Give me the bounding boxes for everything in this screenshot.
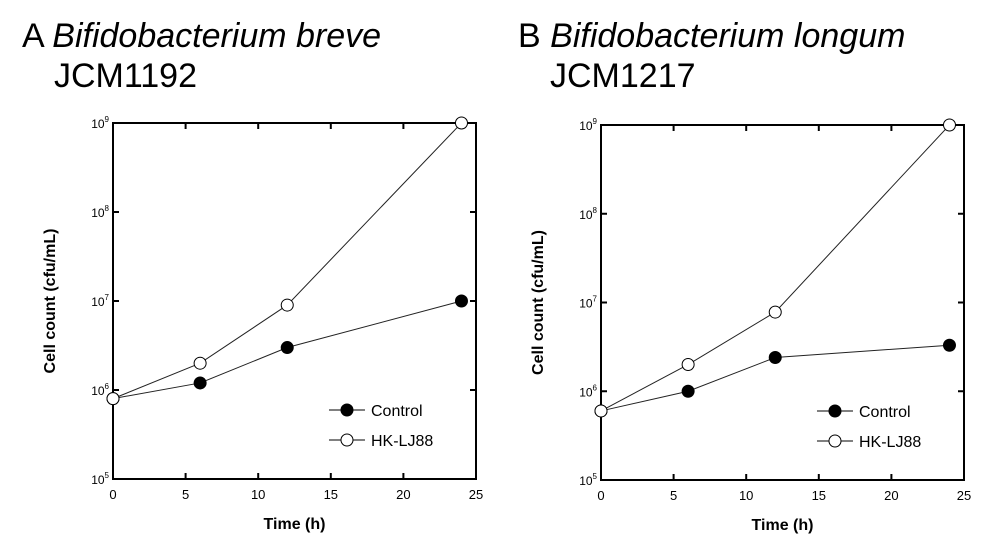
panel-b-title: B Bifidobacterium longum JCM1217 [518,16,905,96]
x-tick-label: 25 [469,487,483,502]
x-tick-label: 25 [957,488,971,503]
legend-marker [828,404,842,418]
data-point-hk-lj88 [280,298,294,312]
panel-b: 0 5 10 15 20 25 105 106 107 108 109 Time (h) Cell co… [530,117,971,534]
legend-label: Control [859,404,911,421]
y-tick-label: 107 [91,293,109,309]
panel-letter: B [518,17,541,55]
legend-marker [828,434,842,448]
series-line-control [112,300,462,400]
data-point-hk-lj88 [942,118,956,132]
y-tick-label: 106 [91,382,109,398]
data-point-control [193,376,207,390]
x-tick-label: 20 [884,488,898,503]
x-tick-label: 15 [812,488,826,503]
data-point-control [280,341,294,355]
legend-label: Control [371,403,423,420]
panel-a-title: A Bifidobacterium breve JCM1192 [22,16,381,96]
y-tick-label: 109 [91,115,109,131]
series-line-hk-lj88 [112,122,462,400]
plot-frame [600,124,965,481]
x-tick-label: 10 [251,487,265,502]
y-tick-label: 109 [579,117,597,133]
panel-a: 0 5 10 15 20 25 105 106 107 108 109 Time (h) Cell co… [42,115,483,533]
y-tick-label: 105 [91,471,109,487]
data-point-hk-lj88 [768,305,782,319]
series-line-control [600,344,950,412]
x-tick-label: 15 [324,487,338,502]
data-point-hk-lj88 [454,116,468,130]
legend-label: HK-LJ88 [859,434,921,451]
data-point-hk-lj88 [681,358,695,372]
strain-name: JCM1217 [550,57,696,95]
x-tick-label: 20 [396,487,410,502]
series-line-hk-lj88 [600,124,950,412]
data-point-control [768,351,782,365]
legend-label: HK-LJ88 [371,433,433,450]
x-tick-label: 0 [597,488,604,503]
x-tick-label: 5 [670,488,677,503]
data-point-control [454,294,468,308]
data-point-hk-lj88 [193,356,207,370]
y-tick-label: 106 [579,383,597,399]
x-axis-label: Time (h) [752,517,814,534]
y-tick-label: 107 [579,295,597,311]
x-axis-label: Time (h) [264,516,326,533]
x-tick-label: 5 [182,487,189,502]
plot-frame [112,122,477,480]
strain-name: JCM1192 [54,57,197,95]
species-name: Bifidobacterium longum [550,17,906,55]
legend-marker [340,433,354,447]
y-axis-label: Cell count (cfu/mL) [42,229,59,374]
y-axis-label: Cell count (cfu/mL) [530,230,547,375]
x-tick-label: 0 [109,487,116,502]
data-point-control [681,384,695,398]
panel-letter: A [22,17,43,55]
y-tick-label: 108 [579,206,597,222]
x-tick-label: 10 [739,488,753,503]
species-name: Bifidobacterium breve [52,17,382,55]
y-tick-label: 108 [91,204,109,220]
data-point-hk-lj88 [594,404,608,418]
legend-marker [340,403,354,417]
data-point-control [942,338,956,352]
y-tick-label: 105 [579,472,597,488]
data-point-hk-lj88 [106,392,120,406]
